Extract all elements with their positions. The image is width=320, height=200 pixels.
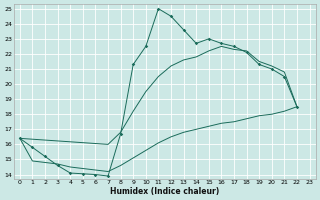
- X-axis label: Humidex (Indice chaleur): Humidex (Indice chaleur): [110, 187, 219, 196]
